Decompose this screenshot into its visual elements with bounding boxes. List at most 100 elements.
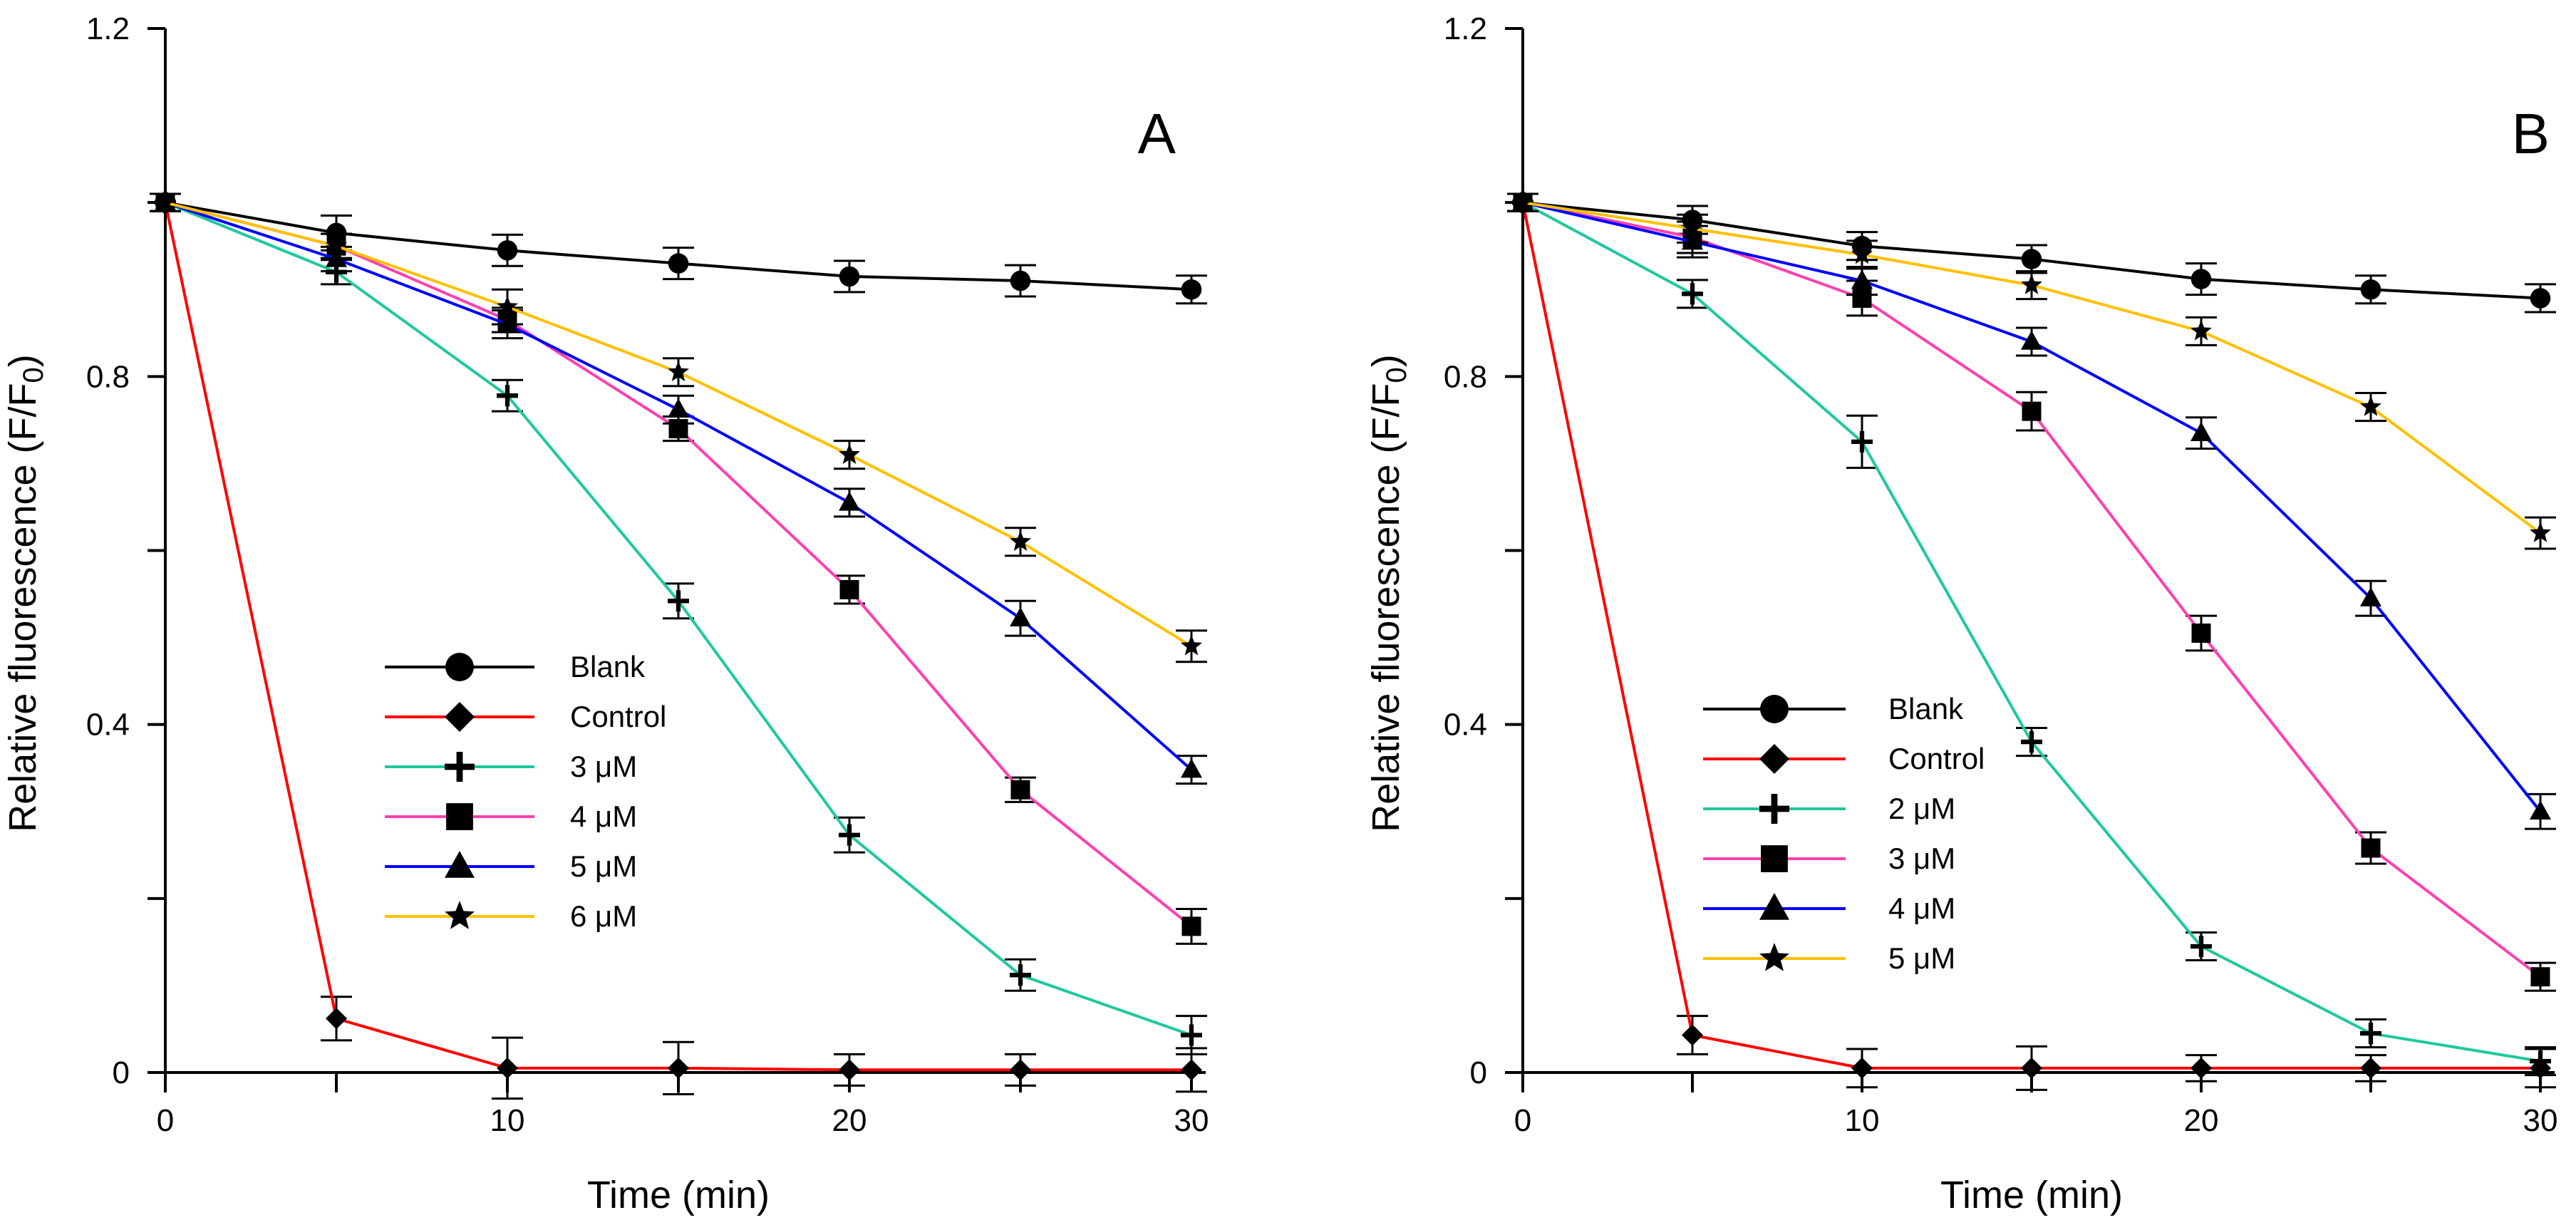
legend-label: Blank [570, 650, 646, 683]
legend-marker [1761, 845, 1788, 872]
legend-item: Blank [1703, 692, 1964, 725]
data-point [1851, 430, 1873, 453]
data-point [1851, 269, 1873, 289]
data-point [326, 234, 347, 255]
data-point [2360, 1023, 2382, 1045]
data-point [1682, 217, 1703, 238]
legend-label: 2 μM [1888, 792, 1955, 825]
legend-marker [445, 702, 475, 732]
series-6-uM [150, 191, 1207, 663]
data-point [839, 824, 860, 846]
legend-marker [1760, 695, 1789, 723]
series-3-uM [1507, 192, 2556, 992]
x-tick-label: 30 [1174, 1103, 1209, 1138]
y-tick-label: 1.2 [1444, 11, 1487, 46]
y-tick-label: 0.8 [86, 359, 130, 394]
data-point [2530, 1050, 2552, 1072]
legend-marker [1759, 943, 1789, 971]
data-point [2190, 421, 2212, 441]
legend-item: 3 μM [385, 750, 637, 783]
y-tick-label: 0.4 [86, 708, 130, 743]
series-line [1522, 201, 2542, 978]
data-point [1010, 1059, 1031, 1081]
data-point [2530, 967, 2550, 987]
legend-item: 6 μM [385, 899, 637, 933]
legend-item: 4 μM [1703, 891, 1955, 925]
data-point [497, 1057, 518, 1079]
data-point [1682, 1024, 1703, 1046]
data-point [2530, 288, 2551, 309]
data-point [1851, 243, 1873, 264]
data-point [2190, 320, 2212, 341]
legend: Blank Control 3 μM 4 μM 5 μM 6 μM [385, 650, 666, 933]
legend-item: Control [385, 700, 666, 733]
y-tick-label: 0.4 [1444, 708, 1487, 743]
data-point [1010, 530, 1031, 551]
data-point [1181, 279, 1202, 300]
data-point [839, 491, 860, 511]
legend-label: Blank [1888, 692, 1964, 725]
data-point [668, 1057, 689, 1079]
data-point [2530, 522, 2551, 542]
data-point [497, 240, 518, 261]
legend-marker [445, 653, 474, 681]
data-point [497, 385, 518, 407]
x-tick-label: 0 [1514, 1103, 1531, 1138]
legend-item: 5 μM [385, 849, 637, 883]
x-tick-label: 20 [832, 1103, 867, 1138]
data-point [668, 590, 689, 612]
x-tick-label: 20 [2184, 1103, 2219, 1138]
legend-marker [1759, 892, 1789, 920]
legend-label: 3 μM [570, 750, 637, 783]
data-point [2360, 586, 2381, 606]
series-Control [1507, 192, 2556, 1091]
series-line [164, 202, 1191, 1072]
data-point [1010, 606, 1031, 626]
data-point [1010, 270, 1031, 291]
data-point [2022, 401, 2042, 421]
legend-item: 5 μM [1703, 941, 1955, 975]
legend-label: Control [1888, 742, 1985, 775]
data-point [2021, 731, 2043, 753]
x-tick-label: 10 [1845, 1103, 1880, 1138]
data-point [1181, 1024, 1202, 1046]
legend-item: 3 μM [1703, 842, 1955, 875]
data-point [2361, 838, 2381, 858]
series-line [165, 201, 1193, 928]
data-point [1181, 1059, 1202, 1081]
legend-item: Blank [385, 650, 646, 683]
y-axis-title: Relative fluorescence (F/F0) [1, 354, 49, 832]
legend-label: 3 μM [1888, 842, 1955, 875]
legend-label: 5 μM [1888, 941, 1955, 975]
data-point [2191, 623, 2211, 643]
data-point [839, 266, 860, 287]
series-4-uM [150, 192, 1207, 945]
legend-label: 5 μM [570, 849, 637, 883]
data-point [668, 253, 689, 274]
data-point [1181, 635, 1202, 656]
data-point [2190, 1057, 2212, 1079]
series-Control [150, 192, 1207, 1100]
panel-b: 0 0.4 0.8 1.2 0 10 20 30 Time (min) Relative fluo… [1365, 11, 2557, 1216]
data-point [2021, 249, 2042, 269]
data-point [1010, 780, 1030, 800]
legend-item: 4 μM [385, 800, 637, 833]
legend-marker [446, 803, 473, 830]
data-point [1851, 1057, 1873, 1079]
data-point [2021, 330, 2042, 350]
x-axis-title: Time (min) [1940, 1174, 2123, 1216]
data-point [839, 443, 860, 464]
legend-label: Control [570, 700, 666, 733]
legend-label: 6 μM [570, 899, 637, 933]
legend-marker [1759, 794, 1790, 824]
data-point [2360, 1057, 2381, 1079]
data-point [2021, 1057, 2042, 1079]
series-line [165, 201, 1193, 771]
legend-marker [445, 752, 475, 782]
panel-label: A [1138, 102, 1176, 165]
legend-label: 4 μM [1888, 891, 1955, 925]
panel-a: 0 0.4 0.8 1.2 0 10 20 30 Time (min) Relative fluo… [1, 11, 1209, 1216]
legend-marker [445, 901, 475, 929]
data-point [1682, 283, 1704, 305]
y-tick-label: 0.8 [1444, 359, 1487, 394]
